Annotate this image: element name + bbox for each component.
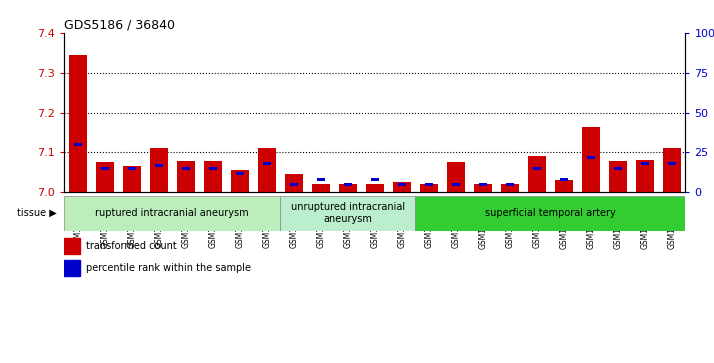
Bar	[533, 167, 540, 170]
Bar	[555, 180, 573, 192]
Bar	[64, 196, 281, 231]
Bar	[641, 162, 649, 165]
Bar	[204, 161, 221, 192]
Bar	[290, 183, 298, 186]
Bar	[123, 166, 141, 192]
Bar	[393, 182, 411, 192]
Bar	[263, 162, 271, 165]
Bar	[587, 156, 595, 159]
Bar	[96, 162, 114, 192]
Bar	[582, 126, 600, 192]
Bar	[560, 178, 568, 181]
Bar	[64, 260, 80, 276]
Text: superficial temporal artery: superficial temporal artery	[485, 208, 615, 218]
Bar	[74, 143, 81, 146]
Bar	[177, 161, 195, 192]
Bar	[69, 55, 86, 192]
Bar	[452, 183, 460, 186]
Bar	[231, 171, 248, 192]
Bar	[312, 184, 330, 192]
Bar	[474, 184, 492, 192]
Bar	[150, 148, 168, 192]
Bar	[528, 156, 545, 192]
Bar	[64, 238, 80, 254]
Text: percentile rank within the sample: percentile rank within the sample	[86, 263, 251, 273]
Bar	[209, 167, 217, 170]
Bar	[479, 183, 487, 186]
Bar	[636, 160, 654, 192]
Bar	[447, 162, 465, 192]
Bar	[416, 196, 685, 231]
Bar	[609, 161, 627, 192]
Text: unruptured intracranial
aneurysm: unruptured intracranial aneurysm	[291, 203, 405, 224]
Text: transformed count: transformed count	[86, 241, 177, 251]
Text: GDS5186 / 36840: GDS5186 / 36840	[64, 19, 175, 32]
Bar	[339, 184, 356, 192]
Bar	[614, 167, 622, 170]
Bar	[366, 184, 383, 192]
Bar	[317, 178, 325, 181]
Bar	[420, 184, 438, 192]
Bar	[128, 167, 136, 170]
Bar	[101, 167, 109, 170]
Bar	[501, 184, 518, 192]
Bar	[285, 174, 303, 192]
Bar	[398, 183, 406, 186]
Bar	[236, 172, 243, 175]
Bar	[182, 167, 190, 170]
Bar	[668, 162, 676, 165]
Text: tissue ▶: tissue ▶	[17, 208, 57, 218]
Bar	[506, 183, 514, 186]
Bar	[371, 178, 379, 181]
Bar	[663, 148, 680, 192]
Bar	[258, 148, 276, 192]
Bar	[155, 164, 163, 167]
Bar	[344, 183, 352, 186]
Text: ruptured intracranial aneurysm: ruptured intracranial aneurysm	[96, 208, 249, 218]
Bar	[425, 183, 433, 186]
Bar	[281, 196, 416, 231]
